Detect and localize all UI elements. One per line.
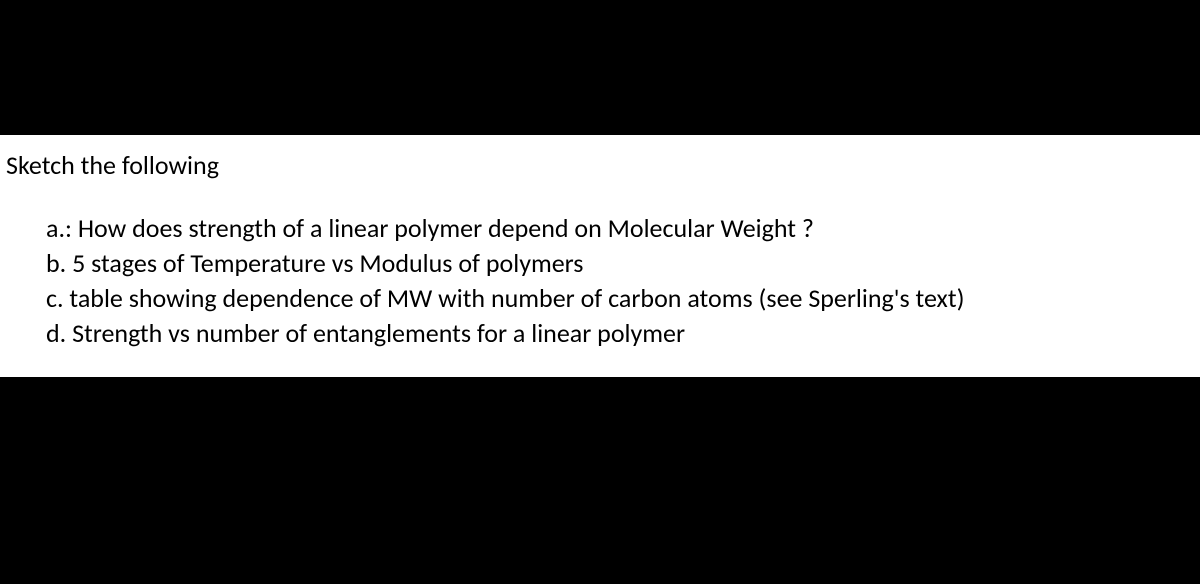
list-item: a.: How does strength of a linear polyme… (46, 211, 1194, 246)
document-content: Sketch the following a.: How does streng… (0, 135, 1200, 377)
main-heading: Sketch the following (6, 149, 1194, 181)
list-item: b. 5 stages of Temperature vs Modulus of… (46, 246, 1194, 281)
question-list: a.: How does strength of a linear polyme… (6, 211, 1194, 351)
list-item: d. Strength vs number of entanglements f… (46, 316, 1194, 351)
list-item: c. table showing dependence of MW with n… (46, 281, 1194, 316)
